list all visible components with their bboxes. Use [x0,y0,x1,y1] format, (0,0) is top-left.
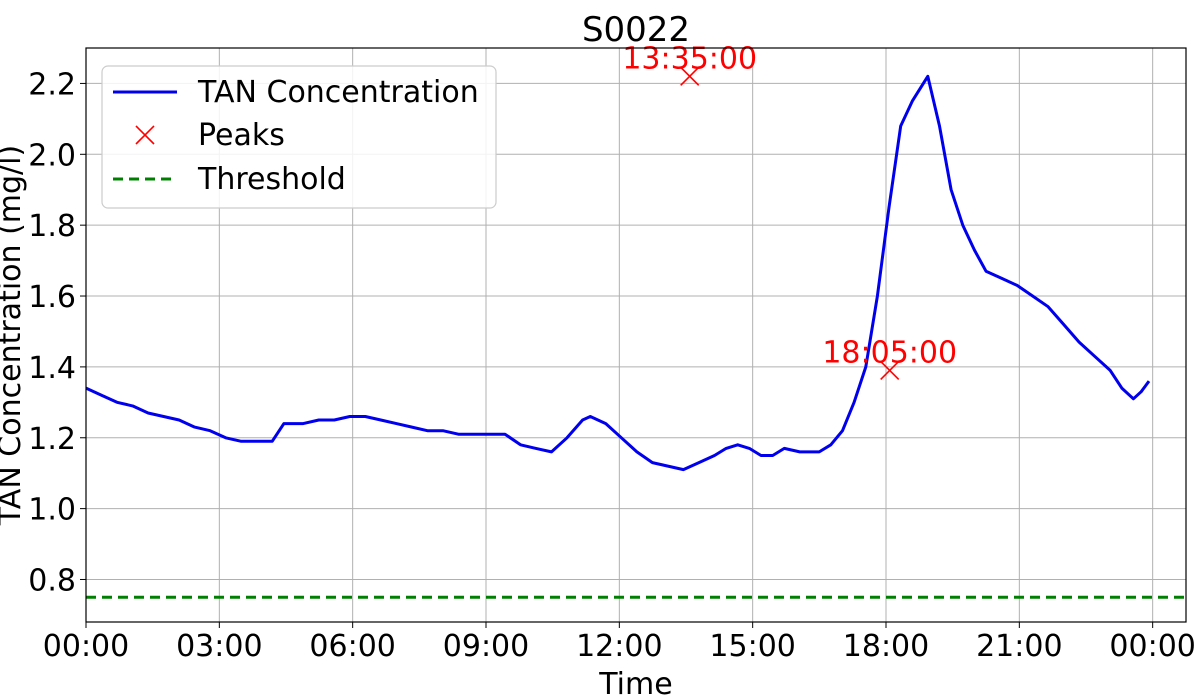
legend-item: Threshold [113,162,346,197]
y-tick-label: 2.2 [28,67,76,102]
x-tick-label: 00:00 [43,629,129,664]
y-tick-label: 1.4 [28,351,76,386]
peaks-layer: 13:35:00 18:05:00 [622,41,957,380]
peak-label: 18:05:00 [822,335,957,370]
y-tick-label: 1.2 [28,422,76,457]
peak-label: 13:35:00 [622,41,757,76]
x-tick-label: 06:00 [309,629,395,664]
y-tick-label: 2.0 [28,138,76,173]
x-tick-label: 15:00 [709,629,795,664]
y-tick-label: 1.8 [28,209,76,244]
x-tick-label: 09:00 [443,629,529,664]
tick-labels: 00:00 03:00 06:00 09:00 12:00 15:00 18:00 21:00… [28,67,1196,664]
x-tick-label: 03:00 [176,629,262,664]
peak-marker [680,66,700,86]
legend-label: Threshold [197,162,346,197]
legend-item: Peaks [135,118,285,153]
series-layer [85,74,1186,599]
legend-box [101,65,497,209]
x-axis-title: Time [598,667,672,700]
legend-label: TAN Concentration [197,75,479,110]
y-tick-label: 1.0 [28,493,76,528]
legend-label: Peaks [198,118,285,153]
x-tick-label: 00:00 [1109,629,1195,664]
chart-title: S0022 [582,10,690,50]
legend-item: TAN Concentration [113,75,479,110]
y-tick-label: 0.8 [28,563,76,598]
peak-marker [880,360,900,380]
y-axis-title: TAN Concentration (mg/l) [0,145,28,526]
x-tick-label: 12:00 [576,629,662,664]
series-line-tan-concentration [85,74,1151,472]
grid-lines [85,48,1186,622]
x-tick-label: 18:00 [843,629,929,664]
legend: TAN Concentration Peaks Threshold [101,65,497,209]
y-tick-label: 1.6 [28,280,76,315]
plot-frame [85,47,1187,623]
x-tick-label: 21:00 [976,629,1062,664]
